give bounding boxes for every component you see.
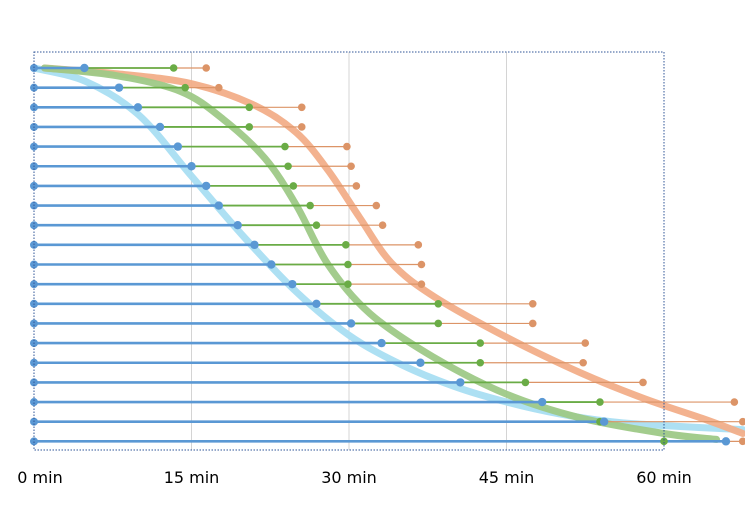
point-layer xyxy=(30,63,745,446)
start-point xyxy=(30,103,38,112)
orange-point xyxy=(528,319,537,328)
blue-point xyxy=(312,299,321,308)
orange-point xyxy=(352,182,361,190)
blue-point xyxy=(133,103,143,112)
orange-point xyxy=(738,417,745,426)
green-point xyxy=(521,378,530,387)
green-point xyxy=(476,358,485,367)
green-point xyxy=(596,398,604,406)
green-point xyxy=(434,300,443,308)
orange-point xyxy=(639,378,647,387)
blue-point xyxy=(187,162,196,171)
orange-point xyxy=(202,64,210,72)
green-point xyxy=(660,437,668,446)
start-point xyxy=(30,319,38,328)
blue-point xyxy=(155,122,165,132)
start-point xyxy=(30,221,38,230)
green-point xyxy=(245,103,254,112)
blue-trend-line xyxy=(30,64,745,434)
blue-point xyxy=(173,142,183,151)
blue-point xyxy=(233,221,242,230)
blue-point xyxy=(80,63,89,73)
blue-point xyxy=(202,181,211,191)
plot-border xyxy=(33,51,665,451)
orange-point xyxy=(372,201,381,210)
orange-point xyxy=(417,260,426,269)
orange-point xyxy=(378,221,387,229)
green-point xyxy=(306,201,314,210)
orange-point xyxy=(215,83,223,92)
green-point xyxy=(281,142,289,151)
blue-point xyxy=(599,417,609,426)
blue-point xyxy=(456,378,465,387)
orange-point xyxy=(297,123,306,131)
x-tick-label: 0 min xyxy=(17,468,62,487)
blue-point xyxy=(114,83,124,92)
green-point xyxy=(344,260,352,269)
start-point xyxy=(30,142,38,151)
blue-point xyxy=(250,240,259,250)
green-point xyxy=(342,241,350,249)
blue-point xyxy=(267,260,276,269)
blue-point xyxy=(214,201,223,210)
start-point xyxy=(30,437,38,446)
green-point xyxy=(344,280,352,288)
green-point xyxy=(181,83,189,92)
green-point xyxy=(169,64,178,72)
orange-point xyxy=(730,398,739,406)
orange-point xyxy=(528,300,537,308)
start-point xyxy=(30,398,38,407)
orange-point xyxy=(738,437,745,446)
orange-point xyxy=(579,358,587,367)
orange-point xyxy=(343,142,351,151)
x-tick-label: 45 min xyxy=(479,468,535,487)
plot-frame xyxy=(33,51,665,451)
x-tick-label: 30 min xyxy=(321,468,377,487)
blue-point xyxy=(288,279,297,289)
green-point xyxy=(284,162,292,171)
green-point xyxy=(245,123,254,131)
x-tick-label: 60 min xyxy=(636,468,692,487)
blue-point xyxy=(416,358,425,367)
green-point xyxy=(289,182,298,190)
blue-point xyxy=(721,437,731,446)
orange-point xyxy=(414,241,423,249)
blue-point xyxy=(538,397,547,407)
start-point xyxy=(30,358,38,367)
x-axis-ticks: 0 min 15 min 30 min 45 min 60 min xyxy=(17,468,692,487)
blue-point xyxy=(346,319,356,328)
green-point xyxy=(434,319,443,328)
start-point xyxy=(30,181,38,190)
orange-point xyxy=(347,162,355,171)
orange-trend-line xyxy=(41,64,745,437)
orange-point xyxy=(581,339,590,347)
start-point xyxy=(30,280,38,289)
green-trend-line xyxy=(41,64,720,443)
green-point xyxy=(312,221,321,229)
x-tick-label: 15 min xyxy=(164,468,220,487)
blue-point xyxy=(377,338,386,348)
bar-layer xyxy=(34,66,743,443)
orange-point xyxy=(297,103,306,112)
orange-point xyxy=(417,280,426,288)
green-point xyxy=(476,339,485,347)
